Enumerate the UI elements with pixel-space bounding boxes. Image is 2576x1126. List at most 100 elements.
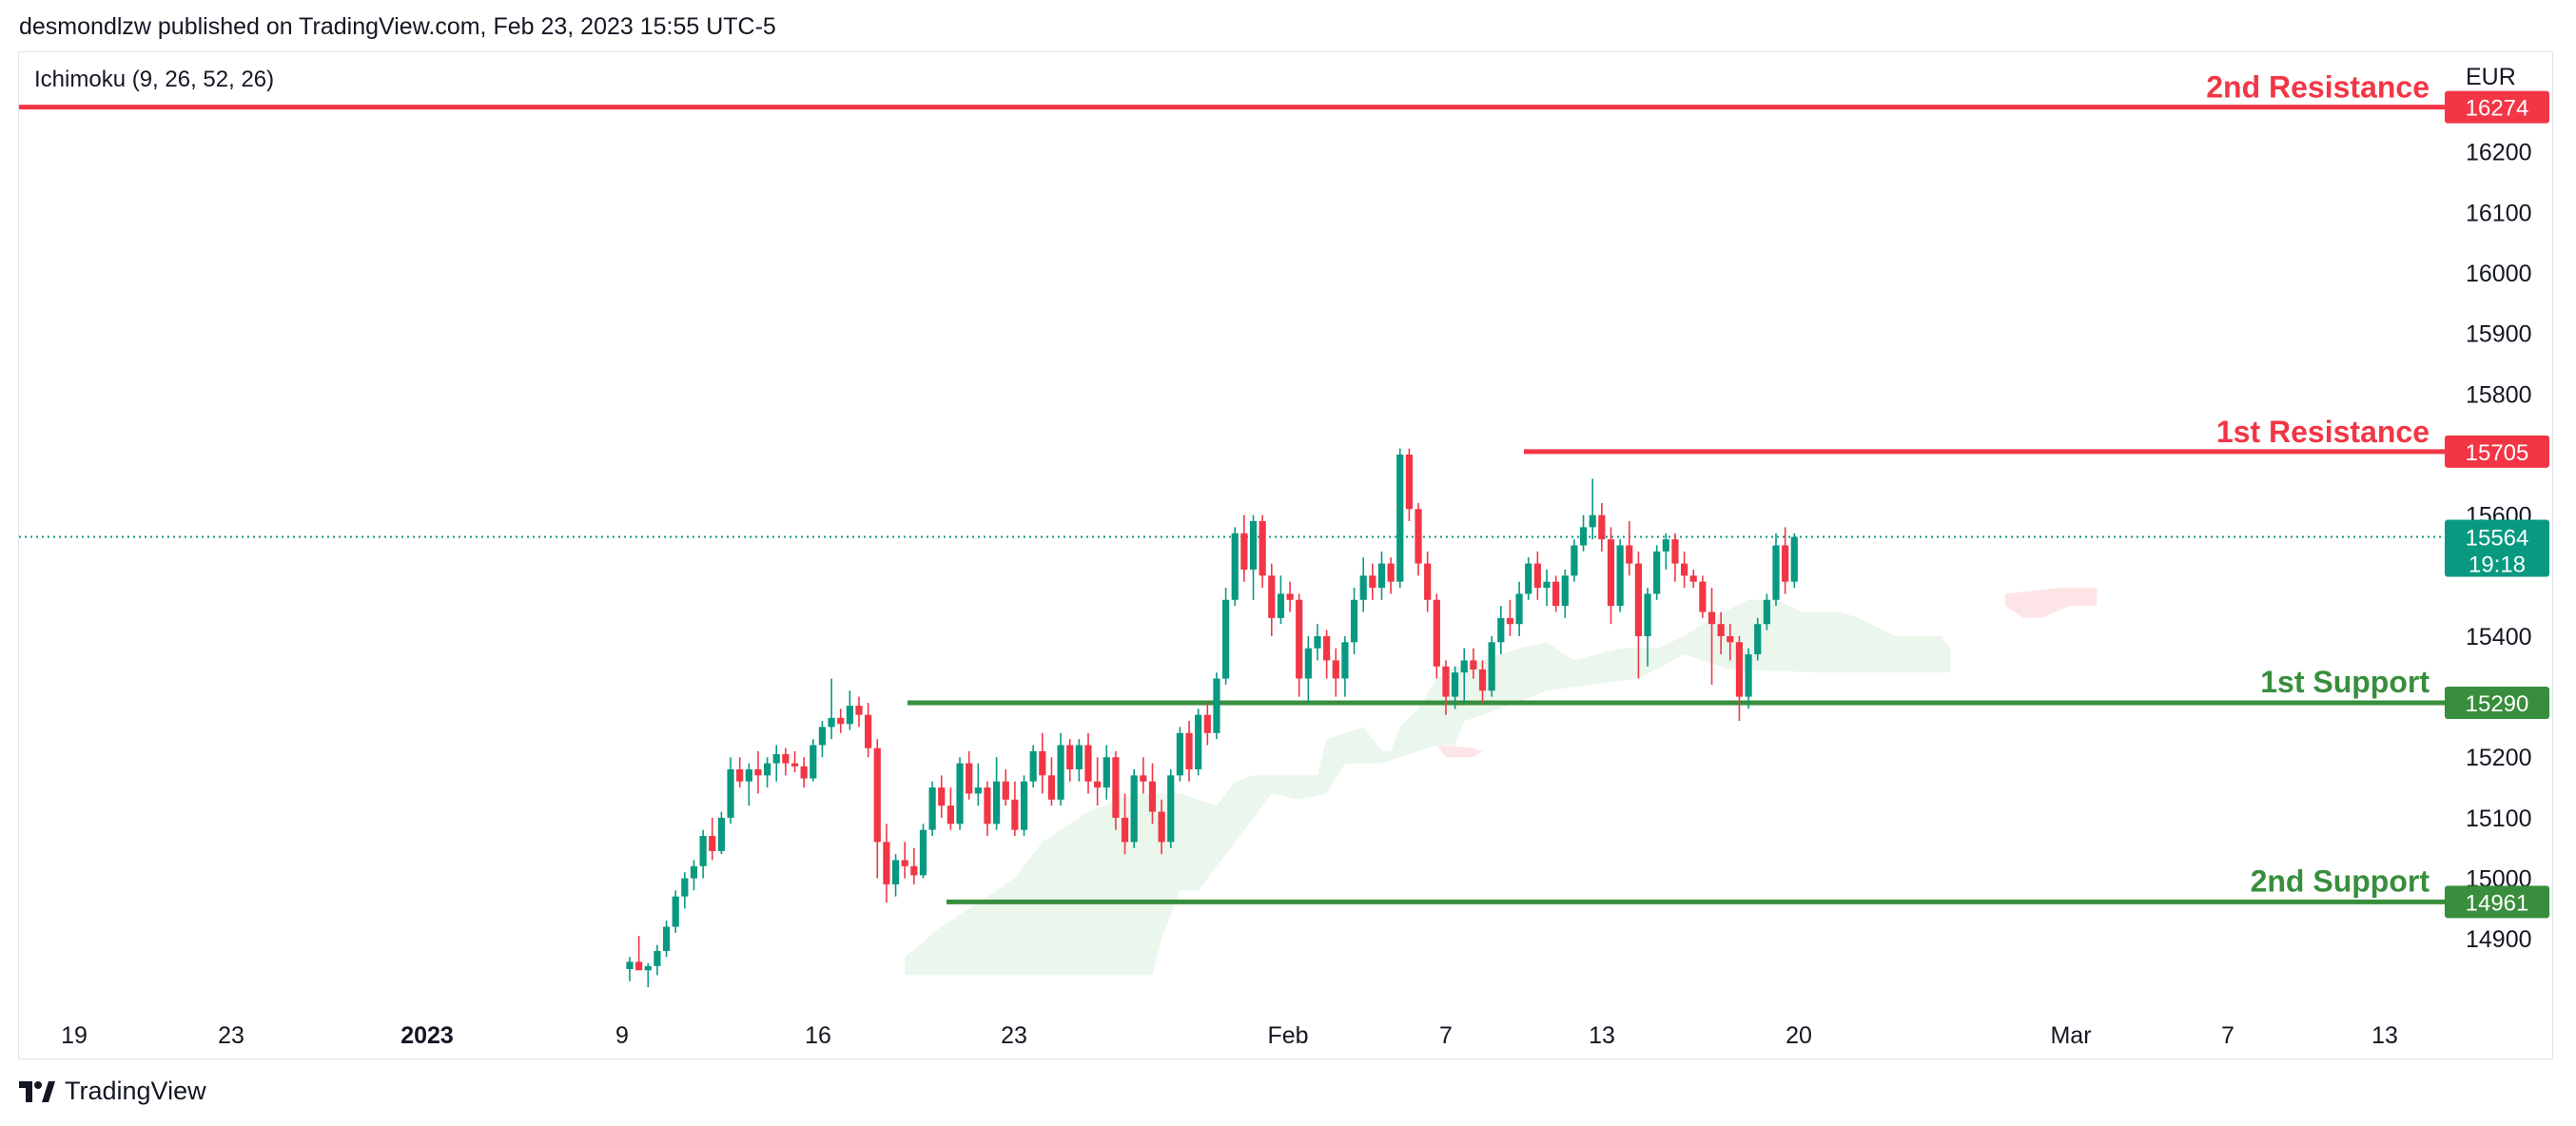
candle-body[interactable]: [1094, 781, 1102, 788]
candle-body[interactable]: [956, 763, 964, 825]
candle-body[interactable]: [745, 768, 752, 782]
candle-body[interactable]: [681, 878, 689, 897]
candle-body[interactable]: [1763, 599, 1770, 625]
candle-body[interactable]: [818, 727, 827, 746]
candle-body[interactable]: [690, 865, 698, 879]
candle-body[interactable]: [1699, 581, 1707, 612]
candle-body[interactable]: [1754, 624, 1762, 655]
candle-body[interactable]: [1543, 581, 1551, 589]
candle-body[interactable]: [1579, 527, 1588, 546]
candle-body[interactable]: [938, 787, 946, 806]
candle-body[interactable]: [1296, 599, 1303, 679]
candle-body[interactable]: [1745, 654, 1752, 697]
candle-body[interactable]: [873, 747, 881, 843]
candle-body[interactable]: [1020, 781, 1028, 830]
candle-body[interactable]: [1727, 635, 1734, 643]
candle-body[interactable]: [828, 717, 835, 728]
candle-body[interactable]: [1369, 575, 1376, 589]
candle-body[interactable]: [1057, 745, 1064, 800]
candle-body[interactable]: [782, 754, 790, 764]
candle-body[interactable]: [891, 860, 900, 884]
candle-body[interactable]: [1671, 539, 1679, 564]
candle-body[interactable]: [1515, 593, 1523, 625]
candle-body[interactable]: [717, 817, 725, 851]
candle-body[interactable]: [1350, 599, 1358, 643]
candle-body[interactable]: [1497, 617, 1505, 643]
candle-body[interactable]: [1213, 678, 1220, 733]
candle-body[interactable]: [974, 787, 982, 794]
candle-body[interactable]: [1130, 775, 1138, 843]
candle-body[interactable]: [1047, 775, 1056, 800]
candle-body[interactable]: [966, 763, 973, 794]
candle-body[interactable]: [1405, 454, 1413, 510]
candle-body[interactable]: [1506, 617, 1514, 625]
candle-body[interactable]: [1277, 593, 1285, 618]
candle-body[interactable]: [1103, 757, 1110, 788]
candle-body[interactable]: [1341, 642, 1349, 679]
candle-body[interactable]: [1616, 545, 1624, 607]
candle-body[interactable]: [635, 961, 643, 971]
candle-body[interactable]: [1452, 672, 1459, 697]
candle-body[interactable]: [1314, 635, 1321, 649]
candle-body[interactable]: [1240, 533, 1248, 570]
candle-body[interactable]: [946, 806, 954, 825]
candle-body[interactable]: [699, 835, 707, 866]
candle-body[interactable]: [1772, 545, 1780, 600]
candle-body[interactable]: [1525, 563, 1532, 594]
candle-body[interactable]: [1176, 732, 1183, 776]
candle-body[interactable]: [910, 865, 918, 876]
candle-body[interactable]: [1387, 563, 1395, 582]
candle-body[interactable]: [1185, 732, 1193, 769]
candle-body[interactable]: [1203, 714, 1211, 733]
candle-body[interactable]: [928, 787, 936, 830]
candle-body[interactable]: [644, 965, 652, 971]
candle-body[interactable]: [1231, 533, 1239, 600]
candle-body[interactable]: [1167, 775, 1175, 843]
candle-body[interactable]: [662, 926, 671, 951]
candle-body[interactable]: [1075, 745, 1083, 769]
candle-body[interactable]: [772, 754, 780, 764]
candle-body[interactable]: [901, 860, 908, 866]
candle-body[interactable]: [800, 766, 808, 779]
candle-body[interactable]: [1644, 593, 1651, 636]
candle-body[interactable]: [883, 842, 890, 884]
candle-body[interactable]: [855, 706, 863, 715]
candle-body[interactable]: [754, 768, 762, 776]
candle-body[interactable]: [1424, 563, 1432, 600]
candle-body[interactable]: [1011, 799, 1019, 830]
candle-body[interactable]: [865, 714, 872, 748]
candle-body[interactable]: [672, 896, 679, 927]
candle-body[interactable]: [1626, 545, 1633, 564]
candle-body[interactable]: [1304, 648, 1312, 679]
candle-body[interactable]: [837, 717, 845, 725]
candle-body[interactable]: [993, 781, 1001, 825]
candle-body[interactable]: [1359, 575, 1367, 600]
candle-body[interactable]: [1662, 539, 1669, 552]
candle-body[interactable]: [1708, 612, 1716, 625]
candle-body[interactable]: [626, 961, 634, 970]
candle-body[interactable]: [1195, 714, 1202, 769]
candle-body[interactable]: [846, 706, 853, 725]
candle-body[interactable]: [1589, 514, 1596, 528]
candle-body[interactable]: [1286, 593, 1294, 600]
candle-body[interactable]: [919, 829, 927, 876]
candle-body[interactable]: [1415, 509, 1422, 564]
candle-body[interactable]: [810, 745, 817, 779]
candle-body[interactable]: [1433, 599, 1440, 667]
candle-body[interactable]: [1158, 811, 1165, 843]
candle-body[interactable]: [1488, 642, 1495, 691]
candle-body[interactable]: [1002, 781, 1009, 800]
candle-body[interactable]: [1681, 563, 1688, 576]
candle-body[interactable]: [1735, 642, 1744, 697]
candle-body[interactable]: [1039, 750, 1046, 776]
candle-body[interactable]: [1249, 521, 1258, 570]
candle-body[interactable]: [1084, 745, 1092, 782]
candle-body[interactable]: [1323, 635, 1331, 661]
indicator-legend[interactable]: Ichimoku (9, 26, 52, 26): [34, 67, 275, 92]
candle-body[interactable]: [709, 835, 716, 851]
candle-body[interactable]: [1782, 545, 1789, 582]
candle-body[interactable]: [654, 950, 661, 966]
candle-body[interactable]: [1717, 624, 1725, 636]
candle-body[interactable]: [1332, 660, 1339, 679]
